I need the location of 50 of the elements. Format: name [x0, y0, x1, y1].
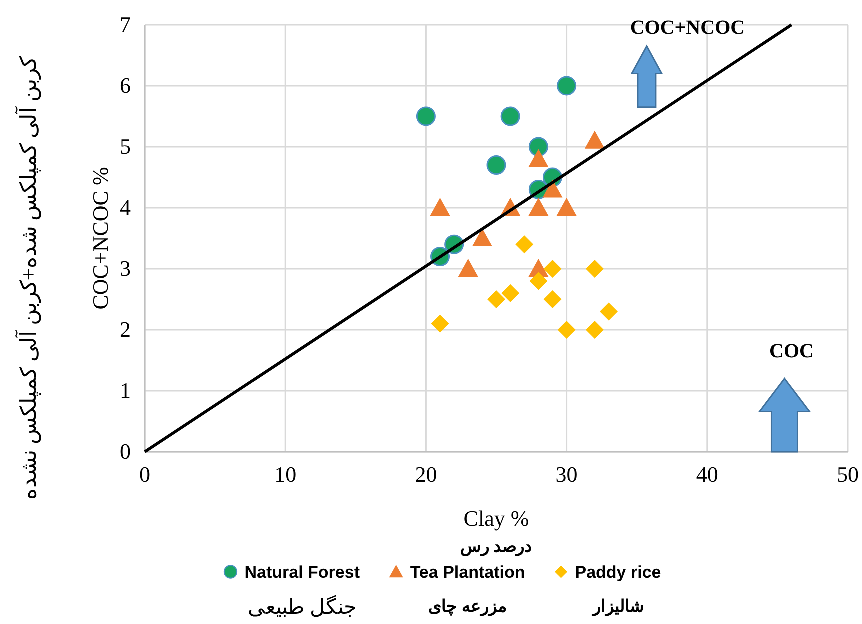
point [556, 198, 577, 216]
point [528, 149, 549, 168]
x-tick-label: 50 [837, 462, 859, 487]
x-tick-label: 10 [274, 462, 297, 487]
point [544, 260, 562, 278]
legend-label: Natural Forest [244, 563, 360, 582]
point [516, 236, 534, 254]
annotation: COC [770, 340, 814, 362]
y-tick-label: 1 [120, 378, 131, 403]
text: شالیزار [590, 597, 644, 617]
x-tick-label: 30 [556, 462, 578, 487]
point [600, 302, 618, 321]
point [528, 137, 548, 157]
y-tick-label: 5 [120, 134, 131, 159]
point [584, 130, 605, 149]
text: جنگل طبیعی [248, 595, 358, 619]
point [502, 284, 520, 302]
y-tick-label: 0 [120, 439, 131, 464]
x-tick-label: 20 [415, 462, 438, 487]
y-tick-label: 6 [120, 73, 131, 98]
x-tick-label: 0 [140, 462, 150, 487]
point [430, 198, 450, 216]
point [586, 260, 604, 278]
legend-label: Tea Plantation [410, 563, 526, 582]
point [528, 198, 549, 216]
point [558, 321, 576, 339]
text: درصد رس [460, 537, 533, 557]
y-tick-label: 3 [120, 256, 131, 281]
point [458, 259, 478, 277]
text: مزرعه چای [428, 597, 507, 617]
y-axis-title: COC+NCOC % [88, 167, 113, 310]
point [472, 228, 492, 246]
point [542, 180, 563, 198]
point [557, 76, 577, 96]
point [544, 290, 562, 308]
annotation: COC+NCOC [630, 17, 746, 40]
point [416, 106, 436, 126]
point [530, 272, 548, 290]
x-axis-title: Clay % [464, 506, 530, 531]
point [486, 156, 506, 176]
point [586, 321, 604, 339]
y-tick-label: 4 [120, 195, 131, 220]
legend-label: Paddy rice [575, 563, 662, 582]
y-tick-label: 2 [120, 317, 131, 342]
point [488, 290, 506, 308]
text: کربن آلی کمپلکس شده+کربن آلی کمپلکس نشده [15, 56, 42, 500]
point [500, 106, 520, 126]
y-tick-label: 7 [120, 12, 131, 37]
x-tick-label: 40 [696, 462, 718, 487]
point [431, 314, 450, 333]
